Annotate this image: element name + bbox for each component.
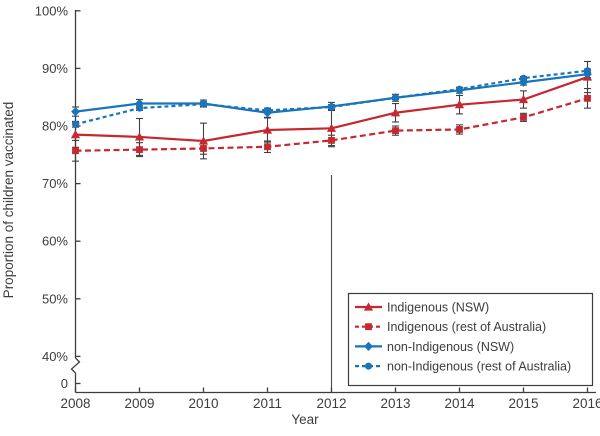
x-tick-label: 2013 — [380, 396, 410, 411]
legend-box — [347, 292, 594, 387]
circle-marker-icon — [136, 104, 143, 112]
x-tick-label: 2011 — [253, 396, 282, 411]
diamond-marker-icon — [519, 77, 528, 87]
diamond-marker-icon — [364, 341, 373, 351]
square-marker-icon — [456, 126, 463, 133]
legend-item-non-indigenous-nsw: non-Indigenous (NSW) — [355, 340, 514, 354]
circle-marker-icon — [456, 85, 463, 93]
circle-marker-icon — [264, 106, 271, 114]
triangle-marker-icon — [326, 123, 337, 132]
legend-item-indigenous-rest-of-australia: Indigenous (rest of Australia) — [355, 320, 546, 334]
legend-label: non-Indigenous (rest of Australia) — [387, 360, 571, 374]
y-tick-label: 60% — [42, 234, 68, 249]
circle-marker-icon — [584, 67, 591, 75]
diamond-marker-icon — [71, 107, 80, 117]
y-tick-label: 40% — [42, 349, 68, 364]
y-axis-ticks: 100% 90% 80% 70% 60% 50% 40% 0 — [35, 3, 81, 391]
series-indigenous-nsw — [70, 72, 593, 145]
legend-label: Indigenous (NSW) — [387, 301, 489, 315]
x-tick-label: 2008 — [60, 396, 90, 411]
circle-marker-icon — [392, 94, 399, 102]
legend-label: Indigenous (rest of Australia) — [387, 320, 546, 334]
square-marker-icon — [328, 137, 335, 144]
triangle-marker-icon — [134, 132, 145, 141]
legend-item-indigenous-nsw: Indigenous (NSW) — [355, 301, 489, 315]
triangle-marker-icon — [390, 108, 401, 117]
x-tick-label: 2016 — [572, 396, 600, 411]
y-tick-label: 50% — [42, 291, 68, 306]
x-axis-title: Year — [291, 412, 319, 427]
series-line-non-indigenous-rest-of-australia — [75, 69, 588, 126]
x-axis-ticks: 2008 2009 2010 2011 2012 2013 2014 2015 2016 — [60, 387, 600, 411]
y-axis-title: Proportion of children vaccinated — [1, 102, 16, 299]
x-tick-label: 2012 — [316, 396, 346, 411]
y-tick-label: 80% — [42, 119, 68, 134]
square-marker-icon — [136, 146, 143, 154]
square-marker-icon — [520, 113, 527, 121]
square-marker-icon — [72, 147, 79, 155]
x-tick-label: 2015 — [508, 396, 538, 411]
y-axis-break-icon — [70, 357, 81, 374]
x-tick-label: 2009 — [124, 396, 154, 411]
circle-marker-icon — [328, 103, 335, 111]
square-marker-icon — [365, 323, 372, 331]
triangle-marker-icon — [518, 94, 529, 104]
y-tick-label: 90% — [42, 61, 68, 76]
legend: Indigenous (NSW) Indigenous (rest of Aust… — [347, 292, 594, 387]
triangle-marker-icon — [454, 100, 465, 109]
square-marker-icon — [584, 94, 591, 102]
circle-marker-icon — [72, 120, 79, 128]
square-marker-icon — [264, 143, 271, 151]
y-tick-label: 70% — [42, 176, 68, 191]
circle-marker-icon — [520, 74, 527, 82]
y-tick-label: 100% — [35, 3, 69, 18]
x-tick-label: 2014 — [444, 396, 475, 411]
square-marker-icon — [392, 127, 399, 135]
triangle-marker-icon — [363, 302, 374, 311]
triangle-marker-icon — [70, 130, 81, 139]
series-line-indigenous-rest-of-australia — [75, 97, 588, 152]
circle-marker-icon — [365, 362, 372, 370]
series-non-indigenous-rest-of-australia — [72, 67, 591, 128]
square-marker-icon — [200, 145, 207, 152]
y-tick-label: 0 — [61, 376, 68, 391]
legend-label: non-Indigenous (NSW) — [387, 340, 514, 354]
triangle-marker-icon — [198, 136, 209, 145]
triangle-marker-icon — [262, 125, 273, 134]
circle-marker-icon — [200, 100, 207, 108]
legend-item-non-indigenous-rest-of-australia: non-Indigenous (rest of Australia) — [355, 360, 571, 374]
series-indigenous-rest-of-australia — [72, 94, 591, 155]
x-tick-label: 2010 — [188, 396, 218, 411]
